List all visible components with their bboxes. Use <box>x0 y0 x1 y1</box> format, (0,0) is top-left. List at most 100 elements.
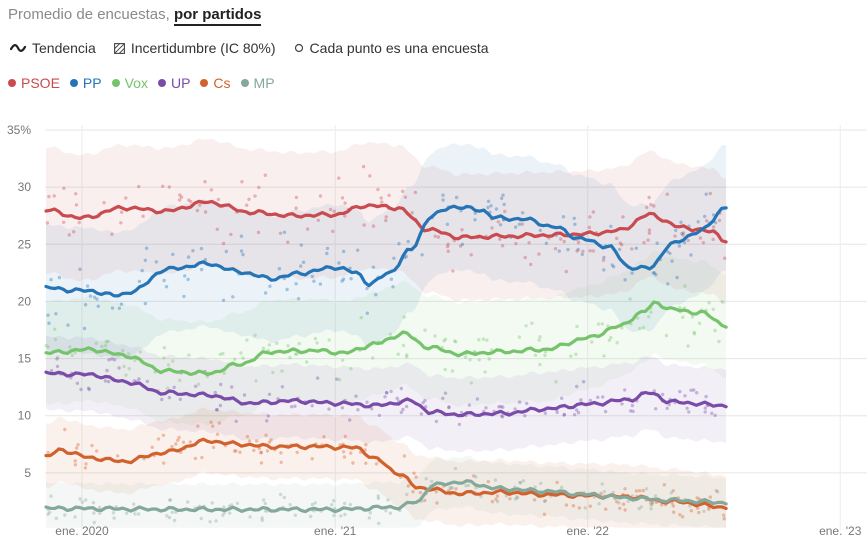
poll-dot-vox <box>171 359 175 363</box>
poll-dot-vox <box>44 343 48 348</box>
poll-dot-vox <box>483 370 487 374</box>
party-legend-pp[interactable]: PP <box>69 75 102 91</box>
poll-dot-vox <box>485 338 489 342</box>
poll-dot-pp <box>296 297 301 301</box>
poll-dot-psoe <box>67 233 72 237</box>
poll-dot-pp <box>576 247 580 252</box>
party-legend-up[interactable]: UP <box>157 75 191 91</box>
poll-dot-cs <box>161 433 166 437</box>
poll-dot-psoe <box>645 205 649 210</box>
poll-dot-up <box>499 404 503 409</box>
poll-dot-up <box>517 400 522 404</box>
poll-dots <box>44 164 727 525</box>
poll-dot-pp <box>441 193 445 197</box>
poll-dot-psoe <box>503 209 507 214</box>
poll-dot-cs <box>170 445 174 449</box>
poll-dot-psoe <box>161 184 165 188</box>
y-tick-label: 25 <box>18 237 32 251</box>
poll-dot-up <box>354 394 358 398</box>
poll-dot-pp <box>154 260 158 264</box>
poll-dot-cs <box>697 510 701 515</box>
poll-dot-mp <box>91 501 96 505</box>
poll-dot-mp <box>332 513 336 518</box>
party-legend-cs[interactable]: Cs <box>200 75 231 91</box>
poll-dot-psoe <box>527 241 531 245</box>
party-label: UP <box>170 75 191 91</box>
party-label: PP <box>82 75 102 91</box>
poll-dot-psoe <box>294 195 299 200</box>
poll-dot-psoe <box>74 192 78 196</box>
legend-trend-label: Tendencia <box>32 40 96 56</box>
party-legend: PSOE PP Vox UP Cs MP <box>8 75 285 91</box>
poll-dot-mp <box>644 487 649 491</box>
poll-dot-pp <box>517 222 522 226</box>
poll-dot-psoe <box>620 243 624 247</box>
poll-dot-pp <box>602 255 606 260</box>
poll-dot-cs <box>434 490 438 494</box>
party-legend-vox[interactable]: Vox <box>111 75 148 91</box>
poll-dot-psoe <box>514 241 518 246</box>
poll-dot-mp <box>716 490 720 494</box>
poll-dot-pp <box>617 247 622 252</box>
poll-dot-up <box>107 358 111 362</box>
poll-dot-cs <box>670 501 674 505</box>
poll-dot-mp <box>168 498 172 502</box>
poll-dot-psoe <box>328 207 333 212</box>
poll-dot-pp <box>566 247 570 252</box>
poll-dot-up <box>214 408 219 412</box>
poll-dot-vox <box>711 307 715 311</box>
poll-dot-up <box>665 406 669 410</box>
poll-dot-mp <box>288 503 292 507</box>
poll-dot-mp <box>92 511 96 515</box>
poll-dot-psoe <box>701 241 706 245</box>
poll-dot-vox <box>46 345 50 349</box>
party-legend-mp[interactable]: MP <box>240 75 275 91</box>
poll-dot-vox <box>94 341 98 346</box>
tab-por-partidos[interactable]: por partidos <box>173 6 262 26</box>
poll-dot-pp <box>78 267 82 271</box>
poll-dot-vox <box>253 333 257 337</box>
poll-dot-up <box>695 391 699 395</box>
poll-dot-vox <box>554 380 558 384</box>
poll-dot-vox <box>575 324 579 329</box>
poll-dot-vox <box>315 341 319 345</box>
poll-dot-pp <box>404 254 408 259</box>
poll-dot-psoe <box>384 218 388 223</box>
poll-dot-up <box>704 394 708 399</box>
poll-dot-mp <box>611 490 615 495</box>
poll-dot-pp <box>301 260 306 264</box>
poll-dot-psoe <box>72 230 76 234</box>
poll-dot-vox <box>53 337 58 342</box>
poll-dot-vox <box>543 350 548 354</box>
poll-dot-up <box>389 389 393 394</box>
poll-dot-up <box>172 385 176 389</box>
poll-dot-pp <box>57 275 62 280</box>
poll-dot-up <box>620 402 624 406</box>
poll-dot-pp <box>374 293 378 297</box>
poll-dot-pp <box>82 326 87 331</box>
poll-dot-vox <box>261 346 266 350</box>
poll-dot-cs <box>486 479 490 484</box>
poll-dot-up <box>110 357 114 361</box>
poll-dot-up <box>687 410 691 414</box>
y-tick-label: 5 <box>24 466 31 480</box>
poll-dot-vox <box>305 360 309 364</box>
poll-dot-up <box>523 414 527 418</box>
poll-dot-vox <box>433 334 437 338</box>
poll-dot-up <box>75 381 80 385</box>
poll-dot-vox <box>68 345 72 349</box>
poll-dot-up <box>105 368 109 373</box>
poll-dot-up <box>160 397 164 402</box>
poll-dot-cs <box>402 454 407 458</box>
poll-dot-mp <box>626 499 630 503</box>
party-legend-psoe[interactable]: PSOE <box>8 75 60 91</box>
poll-dot-cs <box>508 497 512 501</box>
poll-dot-psoe <box>343 201 347 205</box>
poll-dot-pp <box>143 301 148 306</box>
poll-dot-cs <box>176 438 180 442</box>
poll-dot-vox <box>73 350 78 355</box>
poll-dot-up <box>689 388 693 392</box>
poll-dot-mp <box>376 496 381 501</box>
poll-dot-psoe <box>523 255 527 260</box>
poll-dot-mp <box>261 498 266 502</box>
